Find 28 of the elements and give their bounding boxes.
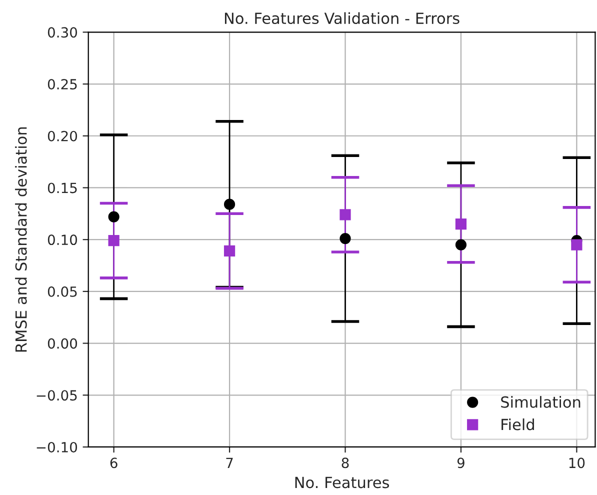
x-tick-label: 9 [457,458,464,468]
y-tick-label: 0.00 [48,338,78,349]
point [108,235,120,246]
y-tick-label: 0.15 [48,182,77,194]
legend-label: Field [502,418,534,430]
point [455,239,467,250]
x-tick-label: 6 [110,458,118,468]
y-tick-label: 0.10 [48,234,78,246]
point [340,209,351,220]
point [571,239,582,250]
x-tick-label: 7 [226,458,233,468]
point [455,218,467,230]
point [108,211,120,222]
y-tick-label: 0.30 [48,27,78,38]
y-tick-label: 0.05 [48,286,77,297]
point [224,198,236,210]
chart-title: No. Features Validation - Errors [224,12,460,24]
x-axis-title: No. Features [295,476,389,488]
y-tick-label: 0.20 [48,130,78,142]
y-tick-label: −0.10 [36,442,78,452]
y-axis-title: RMSE and Standard deviation [15,127,27,352]
x-tick-label: 10 [569,458,585,468]
point [224,245,236,257]
y-tick-label: 0.25 [48,78,77,90]
legend-label: Simulation [501,396,580,408]
y-tick-label: −0.05 [36,390,77,401]
x-tick-label: 8 [342,458,349,468]
point [340,232,351,244]
